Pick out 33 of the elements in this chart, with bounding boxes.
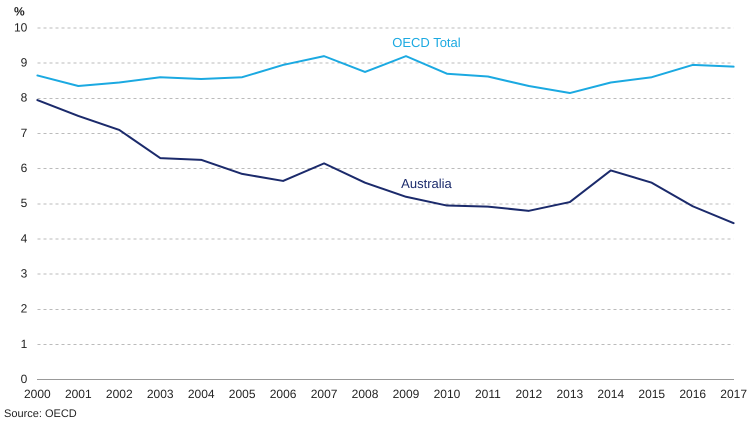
x-tick-label: 2010 bbox=[434, 387, 461, 402]
series-label: OECD Total bbox=[392, 35, 461, 50]
x-tick-label: 2017 bbox=[720, 387, 748, 402]
x-tick-label: 2008 bbox=[352, 387, 379, 402]
y-tick-label: 2 bbox=[20, 302, 28, 316]
x-tick-label: 2002 bbox=[106, 387, 133, 402]
source-note: Source: OECD bbox=[4, 408, 78, 420]
x-tick-label: 2007 bbox=[310, 387, 338, 402]
x-tick-label: 2016 bbox=[679, 387, 706, 402]
x-tick-label: 2015 bbox=[638, 387, 666, 402]
x-tick-label: 2011 bbox=[474, 387, 502, 402]
x-tick-label: 2006 bbox=[270, 387, 297, 402]
y-axis-title: % bbox=[14, 4, 25, 18]
y-tick-label: 8 bbox=[20, 90, 28, 105]
x-tick-label: 2004 bbox=[188, 387, 215, 402]
series-label: Australia bbox=[401, 176, 453, 191]
y-tick-label: 1 bbox=[20, 336, 28, 351]
x-tick-label: 2013 bbox=[556, 387, 584, 402]
x-tick-label: 2001 bbox=[64, 387, 92, 402]
y-tick-label: 10 bbox=[14, 20, 28, 34]
x-tick-label: 2014 bbox=[597, 387, 624, 402]
y-tick-label: 9 bbox=[20, 55, 28, 70]
x-tick-label: 2012 bbox=[516, 387, 543, 402]
y-tick-label: 4 bbox=[20, 231, 28, 246]
x-tick-label: 2009 bbox=[392, 387, 420, 402]
y-tick-label: 0 bbox=[20, 372, 28, 386]
x-tick-label: 2005 bbox=[228, 387, 256, 402]
x-tick-label: 2000 bbox=[24, 387, 52, 402]
y-tick-label: 7 bbox=[20, 126, 28, 140]
x-tick-label: 2003 bbox=[146, 387, 174, 402]
y-tick-label: 5 bbox=[20, 196, 28, 210]
y-tick-label: 3 bbox=[20, 266, 28, 280]
y-tick-label: 6 bbox=[20, 160, 28, 175]
